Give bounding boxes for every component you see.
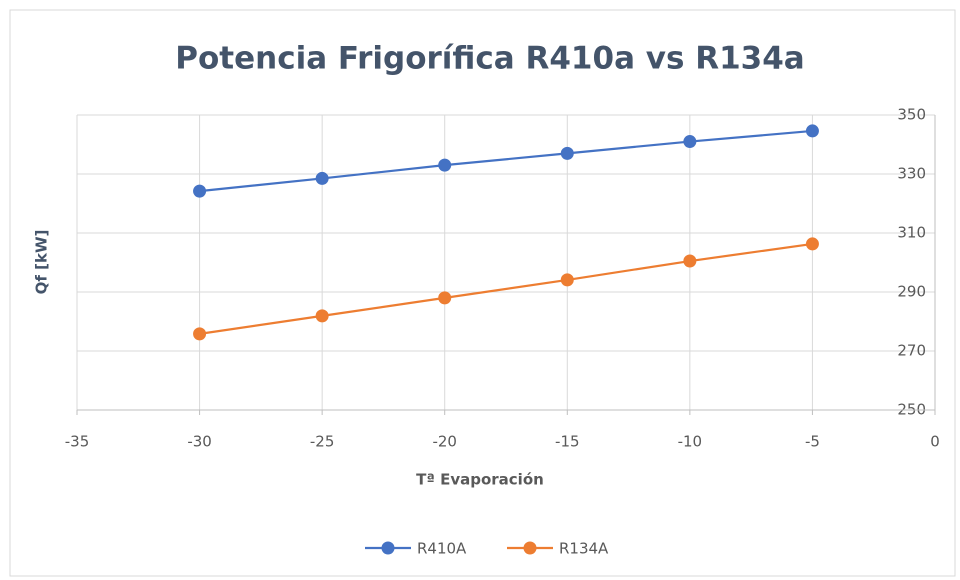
x-tick-label: -35 <box>65 433 90 451</box>
chart-title: Potencia Frigorífica R410a vs R134a <box>175 41 804 77</box>
data-point <box>438 158 452 172</box>
x-tick-label: -30 <box>187 433 212 451</box>
legend-marker <box>381 541 395 555</box>
legend-label: R134A <box>559 540 609 558</box>
series-line <box>199 242 813 335</box>
data-point <box>438 291 452 305</box>
x-tick-label: 0 <box>930 433 940 451</box>
data-point <box>315 309 329 323</box>
x-tick-label: -10 <box>678 433 703 451</box>
data-point <box>683 254 697 268</box>
y-tick-label: 270 <box>897 342 926 360</box>
x-tick-label: -15 <box>555 433 580 451</box>
x-axis-label: Tª Evaporación <box>416 471 544 489</box>
legend-label: R410A <box>417 540 467 558</box>
data-point <box>560 273 574 287</box>
data-point <box>560 146 574 160</box>
series-line <box>199 129 813 193</box>
y-tick-label: 310 <box>897 224 926 242</box>
data-point <box>193 184 207 198</box>
data-point <box>805 237 819 251</box>
data-point <box>805 124 819 138</box>
data-point <box>683 135 697 149</box>
data-point <box>193 327 207 341</box>
y-tick-label: 290 <box>897 283 926 301</box>
y-tick-label: 330 <box>897 165 926 183</box>
x-tick-label: -5 <box>805 433 820 451</box>
x-tick-label: -20 <box>432 433 457 451</box>
legend-marker <box>523 541 537 555</box>
y-tick-label: 350 <box>897 106 926 124</box>
x-tick-label: -25 <box>310 433 335 451</box>
data-point <box>315 171 329 185</box>
y-axis-label: Qf [kW] <box>33 230 51 295</box>
